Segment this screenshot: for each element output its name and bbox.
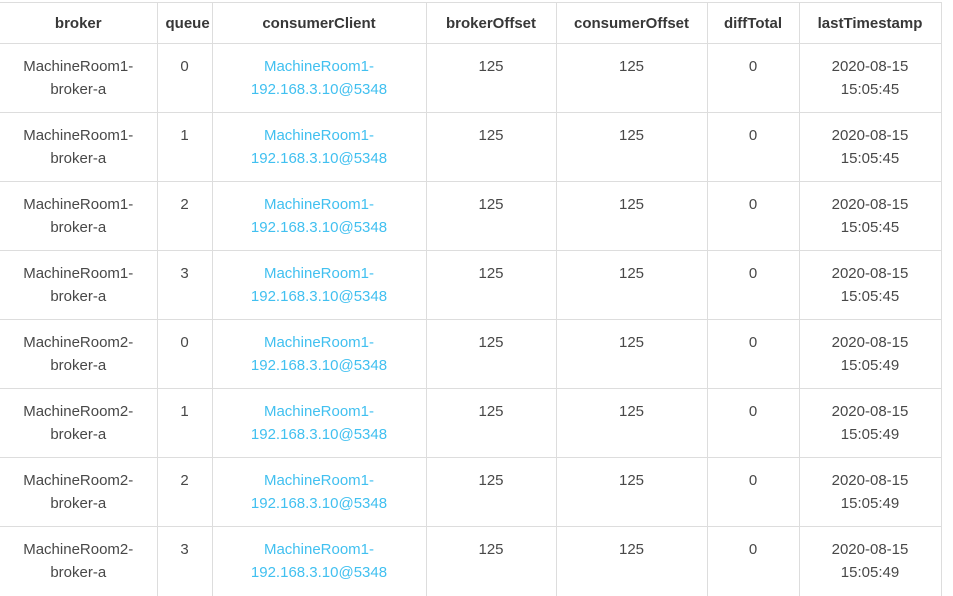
cell-queue: 3 [156, 250, 213, 320]
cell-consumerClient: MachineRoom1-192.168.3.10@5348 [211, 181, 427, 251]
cell-lastTimestamp: 2020-08-15 15:05:49 [798, 526, 942, 596]
cell-lastTimestamp: 2020-08-15 15:05:49 [798, 319, 942, 389]
column-header-brokerOffset: brokerOffset [425, 2, 557, 44]
consumer-client-link[interactable]: MachineRoom1-192.168.3.10@5348 [250, 472, 388, 512]
cell-consumerOffset: 125 [555, 112, 708, 182]
cell-brokerOffset: 125 [425, 250, 557, 320]
table-row: MachineRoom2-broker-a 2 MachineRoom1-192.1… [0, 457, 942, 527]
cell-queue: 0 [156, 43, 213, 113]
cell-diffTotal: 0 [706, 388, 800, 458]
cell-lastTimestamp: 2020-08-15 15:05:45 [798, 43, 942, 113]
cell-brokerOffset: 125 [425, 43, 557, 113]
cell-broker: MachineRoom1-broker-a [0, 112, 158, 182]
consumer-client-link[interactable]: MachineRoom1-192.168.3.10@5348 [250, 58, 388, 98]
table-row: MachineRoom1-broker-a 3 MachineRoom1-192.1… [0, 250, 942, 320]
table-row: MachineRoom1-broker-a 1 MachineRoom1-192.1… [0, 112, 942, 182]
cell-broker: MachineRoom2-broker-a [0, 388, 158, 458]
column-header-lastTimestamp: lastTimestamp [798, 2, 942, 44]
cell-consumerOffset: 125 [555, 319, 708, 389]
cell-brokerOffset: 125 [425, 112, 557, 182]
cell-consumerOffset: 125 [555, 250, 708, 320]
cell-consumerClient: MachineRoom1-192.168.3.10@5348 [211, 250, 427, 320]
consumer-client-link[interactable]: MachineRoom1-192.168.3.10@5348 [250, 334, 388, 374]
cell-queue: 3 [156, 526, 213, 596]
column-header-consumerOffset: consumerOffset [555, 2, 708, 44]
column-header-queue: queue [156, 2, 213, 44]
cell-lastTimestamp: 2020-08-15 15:05:45 [798, 112, 942, 182]
column-header-consumerClient: consumerClient [211, 2, 427, 44]
consumer-client-link[interactable]: MachineRoom1-192.168.3.10@5348 [250, 403, 388, 443]
table-body: MachineRoom1-broker-a 0 MachineRoom1-192.1… [0, 43, 942, 596]
cell-queue: 0 [156, 319, 213, 389]
consumer-client-link[interactable]: MachineRoom1-192.168.3.10@5348 [250, 127, 388, 167]
column-header-broker: broker [0, 2, 158, 44]
cell-diffTotal: 0 [706, 526, 800, 596]
cell-diffTotal: 0 [706, 250, 800, 320]
table-row: MachineRoom1-broker-a 0 MachineRoom1-192.1… [0, 43, 942, 113]
cell-consumerOffset: 125 [555, 388, 708, 458]
cell-diffTotal: 0 [706, 457, 800, 527]
cell-consumerClient: MachineRoom1-192.168.3.10@5348 [211, 388, 427, 458]
cell-brokerOffset: 125 [425, 526, 557, 596]
cell-queue: 2 [156, 457, 213, 527]
table-header-row: broker queue consumerClient brokerOffset con… [0, 2, 942, 44]
cell-consumerClient: MachineRoom1-192.168.3.10@5348 [211, 43, 427, 113]
cell-broker: MachineRoom2-broker-a [0, 457, 158, 527]
cell-broker: MachineRoom1-broker-a [0, 43, 158, 113]
cell-diffTotal: 0 [706, 112, 800, 182]
cell-consumerOffset: 125 [555, 526, 708, 596]
cell-brokerOffset: 125 [425, 388, 557, 458]
column-header-diffTotal: diffTotal [706, 2, 800, 44]
cell-brokerOffset: 125 [425, 457, 557, 527]
cell-lastTimestamp: 2020-08-15 15:05:49 [798, 388, 942, 458]
table-row: MachineRoom2-broker-a 3 MachineRoom1-192.1… [0, 526, 942, 596]
consumer-client-link[interactable]: MachineRoom1-192.168.3.10@5348 [250, 541, 388, 581]
cell-diffTotal: 0 [706, 181, 800, 251]
cell-queue: 2 [156, 181, 213, 251]
consumer-client-link[interactable]: MachineRoom1-192.168.3.10@5348 [250, 196, 388, 236]
cell-consumerClient: MachineRoom1-192.168.3.10@5348 [211, 319, 427, 389]
cell-broker: MachineRoom2-broker-a [0, 526, 158, 596]
cell-consumerOffset: 125 [555, 457, 708, 527]
cell-consumerOffset: 125 [555, 43, 708, 113]
cell-consumerClient: MachineRoom1-192.168.3.10@5348 [211, 112, 427, 182]
cell-broker: MachineRoom1-broker-a [0, 250, 158, 320]
cell-lastTimestamp: 2020-08-15 15:05:49 [798, 457, 942, 527]
cell-brokerOffset: 125 [425, 181, 557, 251]
cell-lastTimestamp: 2020-08-15 15:05:45 [798, 181, 942, 251]
consumer-client-link[interactable]: MachineRoom1-192.168.3.10@5348 [250, 265, 388, 305]
cell-queue: 1 [156, 112, 213, 182]
cell-brokerOffset: 125 [425, 319, 557, 389]
cell-broker: MachineRoom2-broker-a [0, 319, 158, 389]
cell-broker: MachineRoom1-broker-a [0, 181, 158, 251]
cell-consumerOffset: 125 [555, 181, 708, 251]
cell-diffTotal: 0 [706, 319, 800, 389]
cell-consumerClient: MachineRoom1-192.168.3.10@5348 [211, 526, 427, 596]
cell-consumerClient: MachineRoom1-192.168.3.10@5348 [211, 457, 427, 527]
table-row: MachineRoom2-broker-a 1 MachineRoom1-192.1… [0, 388, 942, 458]
cell-queue: 1 [156, 388, 213, 458]
table-row: MachineRoom2-broker-a 0 MachineRoom1-192.1… [0, 319, 942, 389]
cell-lastTimestamp: 2020-08-15 15:05:45 [798, 250, 942, 320]
table-row: MachineRoom1-broker-a 2 MachineRoom1-192.1… [0, 181, 942, 251]
cell-diffTotal: 0 [706, 43, 800, 113]
